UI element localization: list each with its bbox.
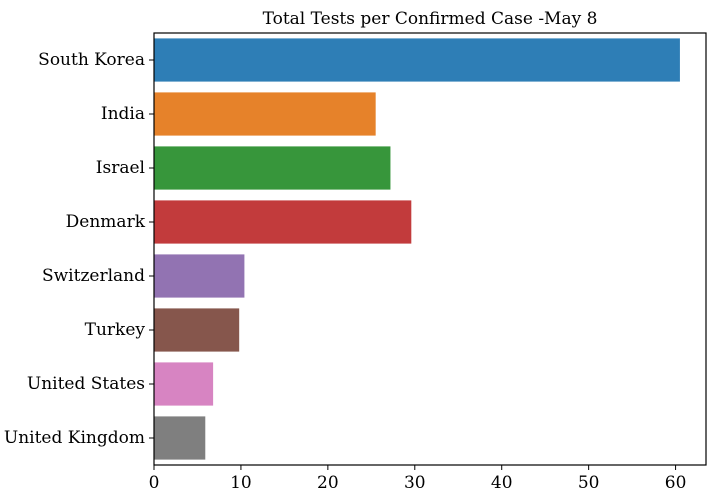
- y-tick-label: India: [101, 104, 145, 124]
- y-tick-label: United Kingdom: [4, 428, 145, 448]
- bars-group: [154, 38, 680, 460]
- y-axis: South Korea India Israel Denmark Switzerland…: [4, 50, 154, 448]
- x-tick-label: 30: [404, 473, 426, 493]
- x-tick-label: 20: [317, 473, 339, 493]
- bar-united-kingdom: [154, 416, 206, 460]
- x-tick-label: 0: [149, 473, 160, 493]
- y-tick-label: United States: [27, 374, 145, 394]
- y-tick-label: Turkey: [85, 320, 146, 340]
- bar-united-states: [154, 362, 214, 406]
- bar-turkey: [154, 308, 240, 352]
- bar-switzerland: [154, 254, 245, 298]
- chart-title: Total Tests per Confirmed Case -May 8: [263, 9, 598, 29]
- x-axis: 0 10 20 30 40 50 60: [149, 465, 687, 493]
- y-tick-label: Denmark: [66, 212, 146, 232]
- x-tick-label: 10: [230, 473, 252, 493]
- bar-israel: [154, 146, 391, 190]
- plot-frame: [153, 32, 707, 466]
- x-tick-label: 50: [578, 473, 600, 493]
- y-tick-label: South Korea: [38, 50, 145, 70]
- y-tick-label: Switzerland: [42, 266, 145, 286]
- x-tick-label: 60: [665, 473, 687, 493]
- bar-south-korea: [154, 38, 680, 82]
- bar-india: [154, 92, 376, 136]
- y-tick-label: Israel: [96, 158, 145, 178]
- x-tick-label: 40: [491, 473, 513, 493]
- bar-denmark: [154, 200, 412, 244]
